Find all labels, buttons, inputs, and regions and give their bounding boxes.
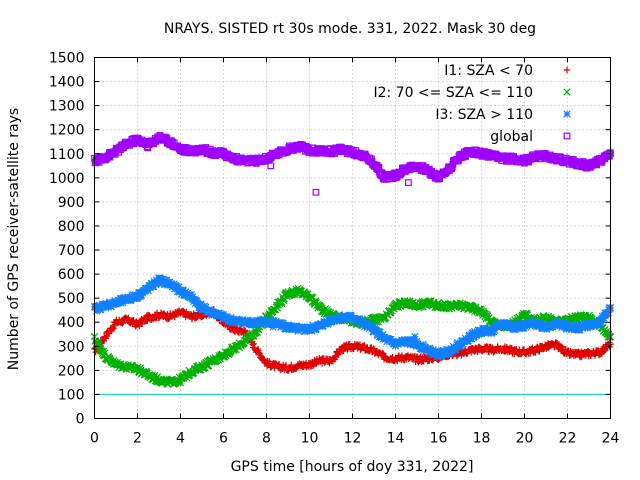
- grid: [94, 57, 611, 419]
- y-tick-label: 200: [58, 363, 85, 379]
- y-tick-label: 300: [58, 339, 85, 355]
- x-tick-label: 14: [387, 431, 405, 447]
- x-axis-label: GPS time [hours of doy 331, 2022]: [231, 459, 474, 475]
- series-2: [90, 284, 615, 389]
- x-tick-label: 8: [262, 431, 271, 447]
- y-tick-label: 1300: [49, 99, 85, 115]
- x-tick-label: 4: [176, 431, 185, 447]
- y-tick-label: 1500: [49, 51, 85, 67]
- legend-marker: [563, 66, 571, 74]
- legend-label: I2: 70 <= SZA <= 110: [373, 85, 533, 101]
- y-tick-label: 400: [58, 315, 85, 331]
- x-tick-label: 2: [133, 431, 142, 447]
- data-point: [110, 325, 117, 332]
- y-tick-label: 0: [76, 412, 85, 428]
- data-point: [312, 297, 320, 305]
- legend-label: global: [490, 129, 533, 145]
- outlier-point: [312, 188, 320, 196]
- x-tick-label: 12: [344, 431, 362, 447]
- outlier-point: [405, 179, 412, 187]
- x-tick-label: 16: [430, 431, 448, 447]
- x-tick-label: 18: [473, 431, 491, 447]
- x-tick-label: 10: [301, 431, 319, 447]
- outlier-point: [269, 323, 277, 331]
- y-tick-label: 600: [58, 267, 85, 283]
- y-tick-label: 700: [58, 243, 85, 259]
- y-tick-label: 900: [58, 195, 85, 211]
- legend-label: I1: SZA < 70: [444, 63, 533, 79]
- axis-ticks: 0 2 4 6 8 10 12 14 16 18 20 22 240100200300400500600…: [49, 51, 620, 447]
- legend-label: I3: SZA > 110: [435, 107, 533, 123]
- y-tick-label: 1000: [49, 171, 85, 187]
- y-tick-label: 100: [58, 387, 85, 403]
- x-tick-label: 20: [516, 431, 534, 447]
- y-axis-label: Number of GPS receiver-satellite rays: [6, 108, 22, 370]
- y-tick-label: 1200: [49, 123, 85, 139]
- y-tick-label: 1400: [49, 75, 85, 91]
- y-tick-label: 1100: [49, 147, 85, 163]
- series-4: [91, 132, 614, 183]
- legend: I1: SZA < 70 I2: 70 <= SZA <= 110 I3: SZA …: [373, 63, 571, 145]
- y-tick-label: 800: [58, 219, 85, 235]
- outlier-point: [411, 333, 419, 341]
- data-point: [94, 339, 102, 347]
- x-tick-label: 24: [602, 431, 620, 447]
- data-point: [380, 350, 387, 358]
- x-tick-label: 0: [90, 431, 99, 447]
- x-tick-label: 6: [219, 431, 228, 447]
- y-tick-label: 500: [58, 291, 85, 307]
- x-tick-label: 22: [559, 431, 577, 447]
- data-point: [95, 341, 103, 349]
- series-layer: [90, 132, 615, 389]
- data-point: [144, 317, 151, 324]
- legend-marker: [563, 110, 571, 118]
- chart-title: NRAYS. SISTED rt 30s mode. 331, 2022. Ma…: [164, 21, 536, 37]
